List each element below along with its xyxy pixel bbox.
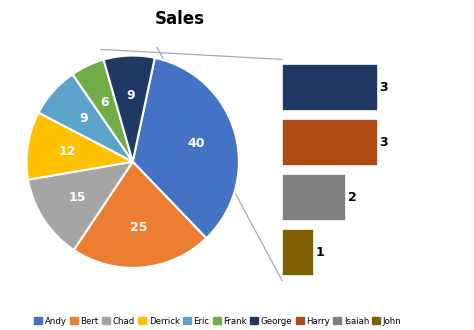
Bar xyxy=(282,119,378,166)
Wedge shape xyxy=(133,58,239,238)
Wedge shape xyxy=(74,162,206,268)
Text: Sales: Sales xyxy=(155,10,205,28)
Text: 25: 25 xyxy=(130,221,147,234)
Bar xyxy=(282,229,314,276)
Text: 15: 15 xyxy=(69,191,86,204)
Bar xyxy=(282,174,346,221)
Text: 1: 1 xyxy=(316,247,324,259)
Text: 2: 2 xyxy=(347,191,356,204)
Text: 6: 6 xyxy=(100,96,109,109)
Text: 9: 9 xyxy=(126,89,135,102)
Bar xyxy=(282,64,378,111)
Text: 3: 3 xyxy=(380,136,388,149)
Text: 12: 12 xyxy=(59,145,76,158)
Text: 3: 3 xyxy=(380,81,388,93)
Text: 9: 9 xyxy=(79,112,88,125)
Wedge shape xyxy=(38,74,133,162)
Wedge shape xyxy=(104,55,155,162)
Wedge shape xyxy=(27,113,133,180)
Wedge shape xyxy=(73,60,133,162)
Wedge shape xyxy=(28,162,133,250)
Legend: Andy, Bert, Chad, Derrick, Eric, Frank, George, Harry, Isaiah, John: Andy, Bert, Chad, Derrick, Eric, Frank, … xyxy=(31,313,405,329)
Text: 40: 40 xyxy=(187,137,205,150)
